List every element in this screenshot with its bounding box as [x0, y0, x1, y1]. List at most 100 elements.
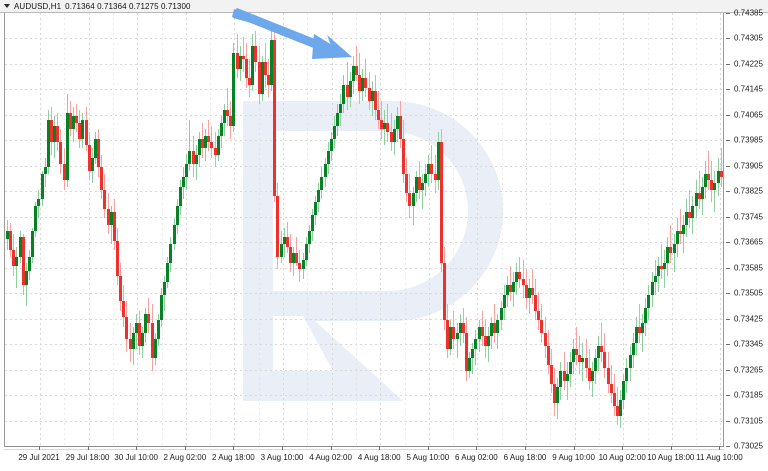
candle-body [566, 374, 569, 381]
candle-wick [564, 352, 565, 391]
plot-area[interactable] [4, 13, 725, 446]
candle-wick [494, 304, 495, 343]
candle-body [710, 180, 713, 190]
candle-wick [708, 151, 709, 190]
candle-body [707, 173, 710, 181]
candle-wick [567, 361, 568, 400]
candle-body [490, 323, 493, 337]
candle-body [295, 253, 298, 263]
candle-body [207, 135, 210, 142]
candle-body [622, 380, 625, 400]
time-axis-tick-label: 9 Aug 10:00 [552, 453, 595, 462]
candle-body [192, 151, 195, 165]
candle-body [355, 65, 358, 76]
candle-body [110, 211, 113, 225]
candle-wick [356, 46, 357, 82]
candle-body [641, 323, 644, 333]
candle-body [305, 243, 308, 260]
candle-body [107, 208, 110, 225]
candle-wick [601, 323, 602, 362]
candle-body [408, 192, 411, 206]
grid-line-vertical [40, 13, 41, 446]
candle-body [12, 250, 15, 267]
candle-body [669, 247, 672, 254]
grid-line-vertical-minor [453, 13, 454, 446]
candle-body [578, 355, 581, 362]
candle-body [53, 126, 56, 142]
candle-body [113, 211, 116, 241]
candle-wick [699, 170, 700, 209]
candle-body [701, 186, 704, 200]
grid-line-horizontal [5, 369, 725, 371]
candle-body [613, 393, 616, 407]
grid-line-vertical [672, 13, 673, 446]
candle-wick [674, 234, 675, 273]
price-axis-tick-label: 0.73905 [734, 161, 763, 171]
symbol-label: AUDUSD,H1 [14, 1, 62, 11]
time-axis-line-secondary [4, 449, 724, 450]
price-axis-tick [726, 395, 730, 397]
price-axis-tick [726, 242, 730, 244]
candle-body [346, 84, 349, 98]
candle-body [591, 371, 594, 381]
candle-body [424, 173, 427, 184]
candle-body [324, 164, 327, 177]
price-axis-tick [726, 344, 730, 346]
candle-body [91, 157, 94, 171]
candle-body [185, 164, 188, 177]
candle-body [660, 266, 663, 270]
price-axis-tick [726, 267, 730, 269]
price-axis-labels: 0.74385 0.74305 0.74225 0.74145 0.74065 0.739… [726, 9, 768, 451]
candle-body [9, 231, 12, 251]
candle-body [559, 371, 562, 388]
candle-body [462, 323, 465, 333]
time-axis-tick [476, 446, 478, 450]
candle-wick [664, 250, 665, 289]
candle-body [443, 262, 446, 321]
candle-body [713, 183, 716, 190]
candle-body [720, 170, 723, 177]
candle-body [50, 119, 53, 142]
price-axis-tick-label: 0.73025 [734, 441, 763, 451]
candle-body [691, 205, 694, 219]
candle-wick [413, 186, 414, 225]
grid-line-vertical [186, 13, 187, 446]
grid-line-horizontal [5, 242, 725, 244]
price-axis-tick-label: 0.74305 [734, 33, 763, 43]
candle-body [182, 176, 185, 187]
grid-line-vertical-minor [405, 13, 406, 446]
time-axis-tick-label: 29 Jul 18:00 [65, 453, 110, 462]
price-axis-tick-label: 0.74145 [734, 84, 763, 94]
candle-body [399, 116, 402, 139]
candle-body [129, 339, 132, 349]
candle-body [116, 240, 119, 276]
candle-body [34, 205, 37, 232]
price-axis-tick [726, 191, 730, 193]
candle-body [383, 122, 386, 130]
candle-body [239, 55, 242, 69]
candle-body [440, 141, 443, 263]
candle-body [179, 186, 182, 206]
candlestick-series [5, 13, 725, 446]
candle-body [481, 326, 484, 337]
candle-wick [243, 36, 244, 72]
grid-line-vertical-minor [502, 13, 503, 446]
candle-wick [586, 339, 587, 378]
candle-body [248, 78, 251, 85]
candle-wick [683, 215, 684, 254]
candle-body [500, 307, 503, 321]
candle-body [251, 46, 254, 85]
candle-body [204, 135, 207, 149]
candle-body [119, 275, 122, 302]
chevron-down-icon[interactable] [4, 4, 10, 8]
time-axis-tick-label: 4 Aug 18:00 [357, 453, 401, 462]
time-axis-tick [525, 446, 526, 450]
candle-body [314, 202, 317, 216]
candle-body [276, 196, 279, 257]
time-axis-tick-label: 4 Aug 02:00 [309, 453, 352, 462]
candle-body [569, 361, 572, 375]
candle-wick [680, 208, 681, 244]
candle-body [135, 323, 138, 333]
candle-body [685, 211, 688, 225]
